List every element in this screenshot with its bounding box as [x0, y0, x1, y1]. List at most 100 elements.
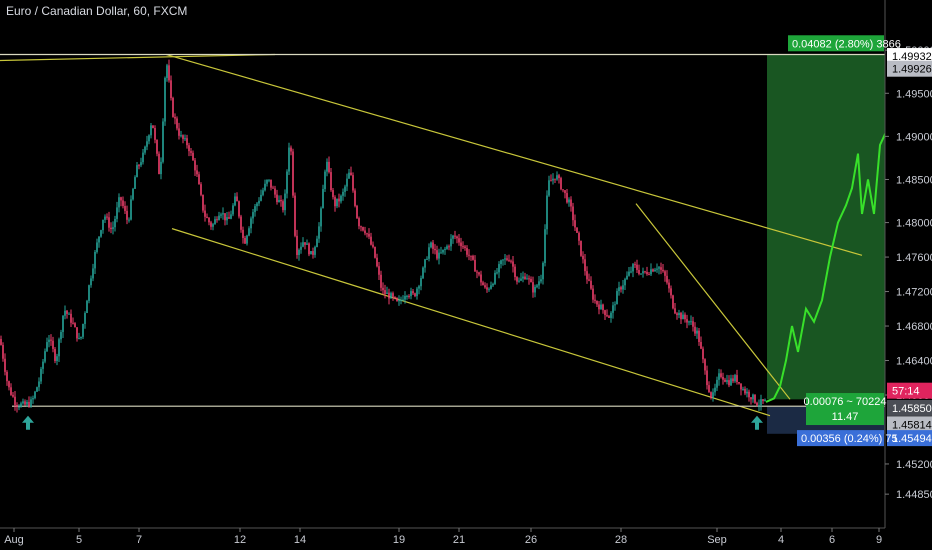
candle-body [678, 312, 680, 316]
candle-body [434, 248, 436, 251]
candle-body [58, 339, 60, 357]
candle-body [746, 391, 748, 394]
candle-body [164, 77, 166, 122]
candle-body [210, 222, 212, 227]
candle-body [708, 385, 710, 393]
price-axis [885, 0, 932, 550]
candle-body [388, 292, 390, 299]
trendline [0, 53, 276, 62]
candle-body [710, 392, 712, 398]
price-tick-label: 1.45200 [896, 459, 932, 471]
projection-line [765, 131, 887, 403]
price-tick-label: 1.46400 [896, 356, 932, 368]
candle-body [190, 151, 192, 153]
candle-body [104, 216, 106, 220]
price-tag [887, 60, 932, 77]
candle-body [222, 213, 224, 215]
candle-body [192, 152, 194, 161]
candle-body [500, 260, 502, 265]
candle-body [52, 340, 54, 349]
candle-body [528, 278, 530, 280]
candle-body [584, 259, 586, 272]
candle-body [518, 280, 520, 282]
candle-body [640, 273, 642, 275]
trendline [635, 203, 791, 400]
candle-body [108, 217, 110, 228]
candle-body [598, 304, 600, 310]
candle-body [718, 373, 720, 380]
candle-body [522, 276, 524, 279]
candle-body [438, 252, 440, 259]
candle-body [456, 236, 458, 239]
candle-body [316, 238, 318, 248]
candle-body [28, 401, 30, 407]
candle-body [716, 379, 718, 388]
candle-body [372, 244, 374, 247]
candle-body [592, 288, 594, 300]
time-tick-label: 6 [829, 534, 835, 546]
candle-body [622, 285, 624, 290]
candle-body [454, 235, 456, 237]
candle-body [88, 285, 90, 301]
candle-body [532, 282, 534, 293]
candle-body [82, 323, 84, 337]
candle-body [380, 274, 382, 288]
candle-body [386, 292, 388, 294]
candle-body [392, 293, 394, 297]
price-tick-label: 1.48500 [896, 174, 932, 186]
price-tick-label: 1.44850 [896, 489, 932, 501]
candle-body [700, 342, 702, 349]
candle-body [382, 287, 384, 291]
candle-body [398, 300, 400, 302]
candle-body [6, 371, 8, 382]
candle-body [306, 243, 308, 245]
candle-body [112, 227, 114, 230]
candle-body [580, 240, 582, 256]
price-tick-label: 1.47200 [896, 287, 932, 299]
candle-body [170, 80, 172, 99]
candle-body [314, 247, 316, 255]
candle-body [36, 387, 38, 392]
candle-body [692, 321, 694, 327]
candle-body [384, 290, 386, 294]
candle-body [466, 248, 468, 255]
candle-body [756, 402, 758, 406]
candle-body [322, 188, 324, 209]
candle-body [394, 296, 396, 298]
candle-body [134, 177, 136, 189]
candle-body [296, 235, 298, 255]
candle-body [634, 264, 636, 266]
candle-body [342, 191, 344, 196]
candle-body [54, 348, 56, 361]
measure-box-text: 0.00356 (0.24%) 75 [801, 433, 898, 445]
candle-body [490, 285, 492, 289]
candle-body [728, 380, 730, 386]
candle-body [354, 190, 356, 206]
candle-body [566, 193, 568, 203]
candle-body [738, 382, 740, 384]
candle-body [138, 165, 140, 167]
candle-body [292, 151, 294, 196]
candle-body [234, 196, 236, 206]
candle-body [148, 135, 150, 142]
candle-body [238, 201, 240, 217]
candle-body [150, 125, 152, 136]
candle-body [246, 235, 248, 244]
candle-body [684, 314, 686, 320]
candle-body [172, 98, 174, 117]
candle-body [696, 330, 698, 334]
candle-body [626, 275, 628, 280]
candle-body [328, 161, 330, 173]
candle-body [572, 206, 574, 221]
time-tick-label: 9 [876, 534, 882, 546]
measure-box-text: 0.00076 ~ 70224 [804, 396, 887, 408]
candle-body [618, 287, 620, 292]
candle-body [244, 237, 246, 244]
candle-body [274, 188, 276, 195]
candle-body [540, 279, 542, 282]
candle-body [350, 172, 352, 176]
price-tick-label: 1.48000 [896, 218, 932, 230]
candle-body [446, 246, 448, 249]
candle-body [72, 322, 74, 324]
